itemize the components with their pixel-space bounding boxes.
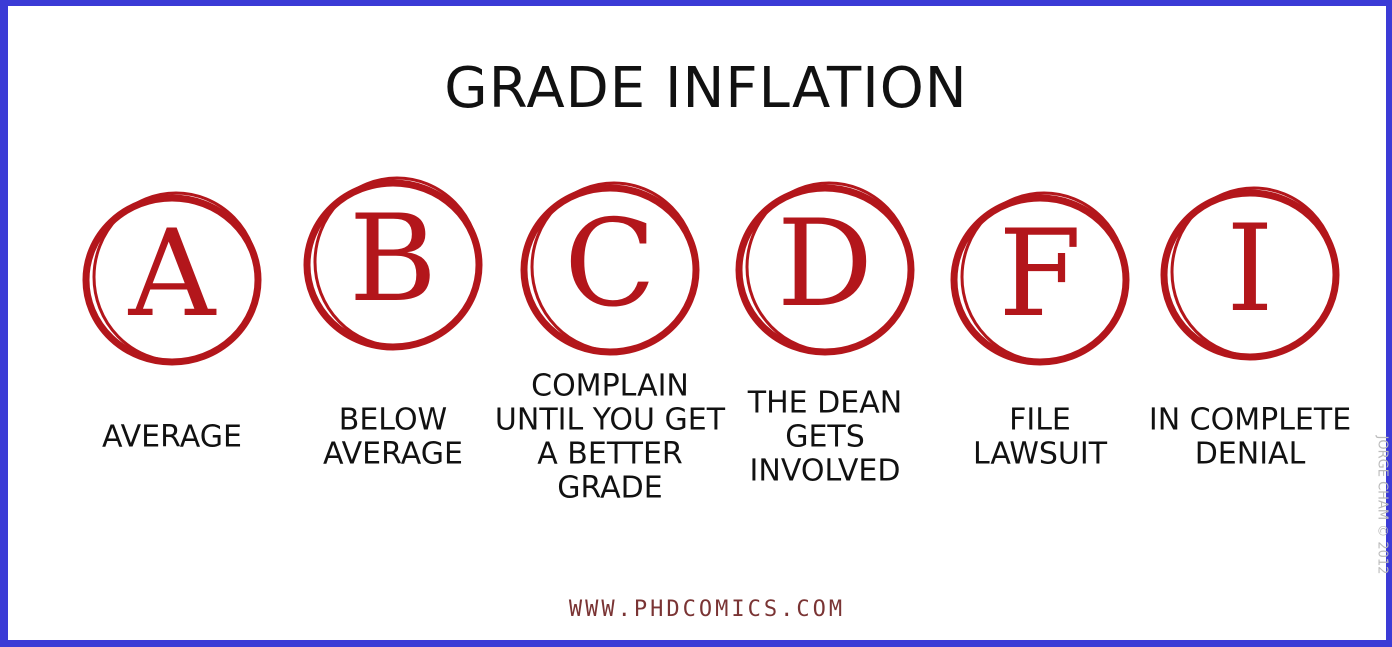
- grade-caption: DENIAL: [1195, 437, 1306, 472]
- grade-caption: COMPLAIN: [531, 369, 689, 404]
- grade-caption: AVERAGE: [323, 437, 463, 472]
- grade-letter: I: [1226, 200, 1273, 339]
- comic: GRADE INFLATION WWW.PHDCOMICS.COM JORGE …: [0, 0, 1392, 647]
- grade-letter: C: [564, 195, 656, 334]
- grade-caption: AVERAGE: [102, 420, 242, 455]
- grade-letter: B: [349, 190, 437, 329]
- title: GRADE INFLATION: [444, 56, 967, 121]
- grade-caption: BELOW: [339, 403, 447, 438]
- grade-caption: IN COMPLETE: [1149, 403, 1351, 438]
- grade-letter: D: [777, 195, 873, 334]
- grade-caption: FILE: [1009, 403, 1071, 438]
- grade-caption: GETS: [785, 420, 865, 455]
- grade-letter: A: [128, 205, 217, 344]
- grade-caption: LAWSUIT: [973, 437, 1108, 472]
- grade-caption: INVOLVED: [750, 454, 901, 489]
- copyright: JORGE CHAM © 2012: [1375, 435, 1390, 575]
- grade-caption: UNTIL YOU GET: [495, 403, 726, 438]
- footer: WWW.PHDCOMICS.COM: [569, 597, 845, 622]
- grade-letter: F: [998, 205, 1081, 344]
- grade-caption: A BETTER: [537, 437, 683, 472]
- grade-caption: THE DEAN: [747, 386, 902, 421]
- page: GRADE INFLATION WWW.PHDCOMICS.COM JORGE …: [0, 0, 1392, 647]
- grade-caption: GRADE: [557, 471, 662, 506]
